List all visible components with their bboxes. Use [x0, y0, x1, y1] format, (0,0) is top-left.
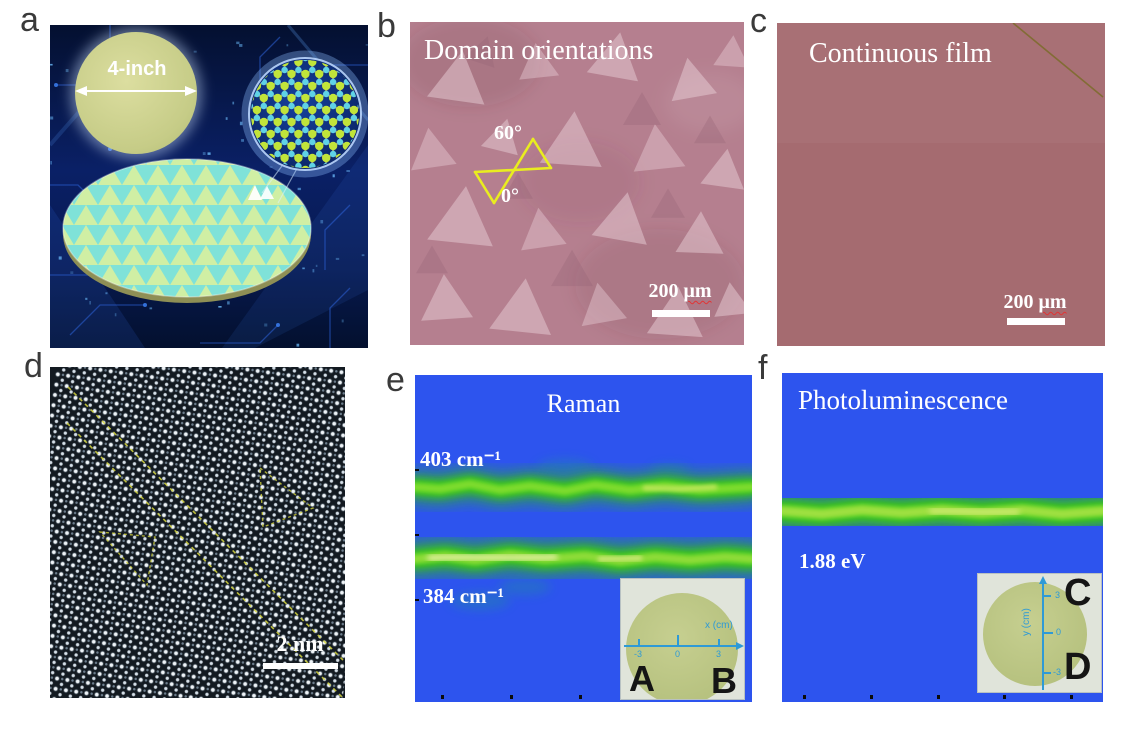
angle-label-0: 0° [501, 185, 519, 207]
stem-annotations [66, 386, 344, 698]
scale-bar-unit: μm [1038, 291, 1067, 313]
scale-bar [1007, 318, 1065, 325]
pl-intensity-map [782, 373, 1103, 702]
wafer-photo-graphic [624, 593, 744, 699]
orientation-bowtie-marker [473, 137, 553, 205]
panel-e-title: Raman [546, 389, 621, 418]
wafer-region-A: A [629, 658, 655, 699]
panel-c-title: Continuous film [809, 38, 992, 69]
wafer-region-C: C [1064, 572, 1092, 614]
scale-bar [263, 663, 338, 669]
grain-boundary-dashed-lines [66, 386, 344, 698]
wafer-photo-inset-x-axis: -3 0 3 x (cm) A B [620, 578, 745, 700]
four-inch-wafer-disc [75, 32, 197, 154]
scale-bar-text: 200 μm [634, 280, 726, 303]
scale-bar-text: 200 μm [989, 291, 1081, 314]
y-tick-3: 3 [1055, 590, 1061, 600]
panel-e-raman-map: Raman 403 cm⁻¹ 384 cm⁻¹ -3 0 3 x (cm) [415, 375, 752, 702]
wafer-photo-inset-y-axis: 3 0 -3 y (cm) C D [977, 573, 1102, 693]
panel-c-label: c [750, 2, 767, 40]
scale-bar-unit: μm [683, 280, 712, 302]
scale-bar [652, 310, 710, 317]
pl-band [782, 491, 1103, 533]
scale-bar-text: 2 nm [276, 631, 324, 656]
y-axis-label: y (cm) [1021, 608, 1032, 636]
x-tick-3: 3 [716, 649, 722, 659]
circuit-glow-dots [50, 41, 368, 347]
panel-f-label: f [758, 349, 768, 387]
patterned-wafer-ellipse [62, 158, 312, 298]
pl-energy-label: 1.88 eV [799, 549, 866, 573]
angle-label-60: 60° [494, 122, 522, 144]
wafer-illustration-graphic [50, 25, 368, 348]
panel-a-label: a [20, 1, 39, 39]
white-triangle-marker [260, 186, 274, 199]
panel-f-photoluminescence-map: Photoluminescence 1.88 eV 3 0 -3 y (cm) … [782, 373, 1103, 702]
map-tick-marks [803, 695, 1073, 699]
domain-triangle-outlines [98, 466, 315, 587]
map-tick-marks [415, 469, 582, 699]
scratch-line [1012, 23, 1104, 98]
x-axis [624, 635, 736, 647]
x-axis-label: x (cm) [705, 620, 733, 631]
x-tick--3: -3 [634, 649, 643, 659]
wafer-photo-graphic [983, 576, 1087, 690]
wafer-region-B: B [711, 660, 737, 701]
panel-f-title: Photoluminescence [798, 385, 1008, 415]
y-axis [1042, 580, 1053, 690]
panel-d-stem-image: 2 nm [50, 367, 345, 698]
raman-peak-label-403: 403 cm⁻¹ [420, 447, 501, 471]
scale-bar-value: 200 [648, 280, 679, 302]
y-tick-0: 0 [1056, 627, 1062, 637]
raman-peak-label-384: 384 cm⁻¹ [423, 584, 504, 608]
wafer-circle [983, 582, 1087, 686]
panel-a-wafer-illustration: 4-inch [50, 25, 368, 348]
panel-b-optical-image-domains: Domain orientations 60° 0° 200 μm [410, 22, 744, 345]
white-triangle-marker [248, 185, 262, 200]
raman-band-384 [415, 538, 752, 578]
panel-b-label: b [377, 7, 396, 45]
wafer-region-D: D [1064, 646, 1092, 688]
wafer-diameter-label: 4-inch [107, 58, 167, 80]
x-tick-0: 0 [675, 649, 681, 659]
scale-bar-value: 200 [1003, 291, 1034, 313]
y-tick--3: -3 [1053, 667, 1062, 677]
film-graphic [777, 23, 1105, 346]
raman-band-403 [415, 469, 752, 506]
panel-b-title: Domain orientations [424, 35, 654, 66]
panel-e-label: e [386, 361, 405, 399]
panel-d-label: d [24, 347, 43, 385]
panel-c-optical-image-film: Continuous film 200 μm [777, 23, 1105, 346]
